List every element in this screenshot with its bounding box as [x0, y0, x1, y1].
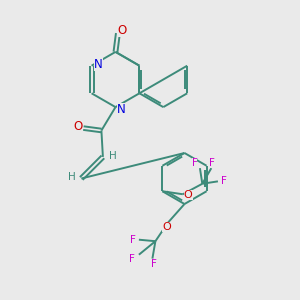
Text: F: F: [151, 259, 157, 269]
Text: N: N: [94, 58, 103, 71]
Text: O: O: [162, 222, 171, 232]
Text: F: F: [209, 158, 215, 168]
Text: F: F: [192, 158, 197, 168]
Text: F: F: [129, 254, 135, 264]
Text: H: H: [68, 172, 76, 182]
Text: O: O: [184, 190, 193, 200]
Text: O: O: [117, 24, 126, 38]
Text: F: F: [130, 235, 136, 245]
Text: O: O: [74, 120, 82, 134]
Text: F: F: [221, 176, 227, 186]
Text: H: H: [109, 151, 116, 161]
Text: N: N: [116, 103, 125, 116]
